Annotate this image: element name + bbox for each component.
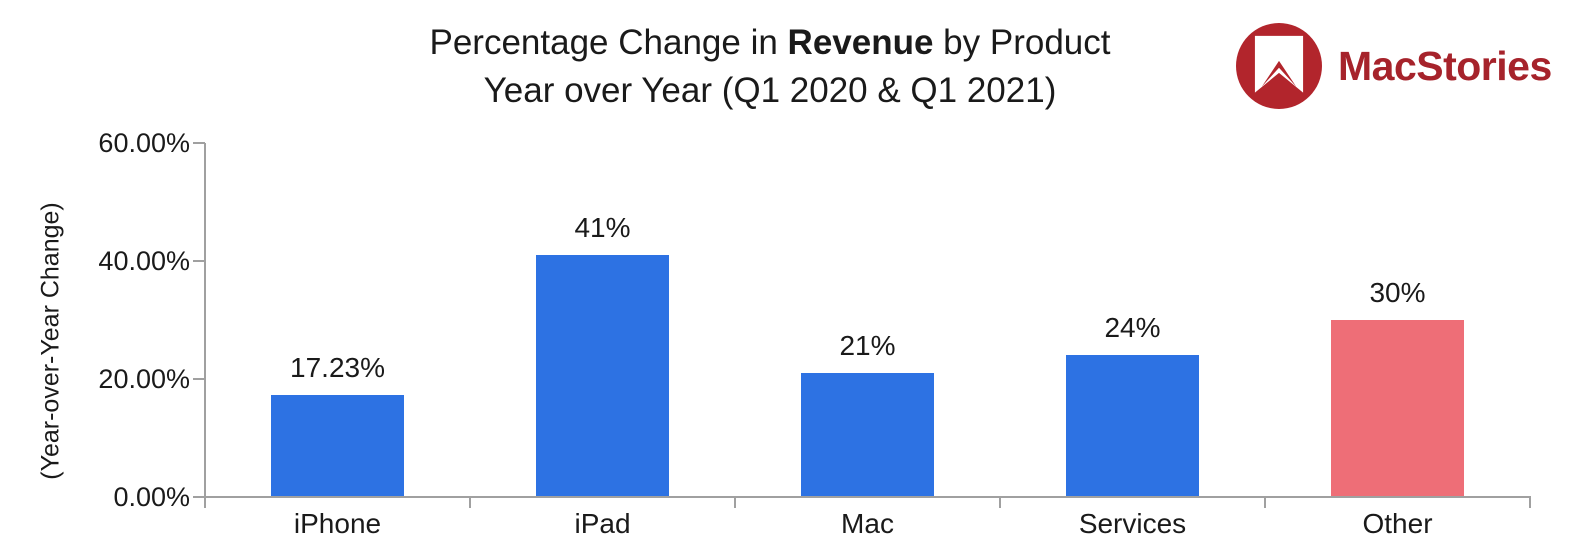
- bar-other: [1331, 320, 1464, 496]
- y-tick-label: 20.00%: [98, 364, 190, 394]
- bookmark-icon: [1236, 23, 1322, 109]
- chart-title-line1: Percentage Change in Revenue by Product: [429, 23, 1111, 62]
- x-category-label: iPad: [574, 508, 631, 539]
- bar-value-label: 21%: [839, 330, 896, 362]
- x-category-label: iPhone: [293, 508, 382, 539]
- chart-title-line2: Year over Year (Q1 2020 & Q1 2021): [483, 71, 1057, 110]
- y-tick-label: 60.00%: [98, 128, 190, 158]
- bar-ipad: [536, 255, 669, 496]
- bar-value-label: 24%: [1104, 312, 1161, 344]
- x-tick-mark: [734, 497, 736, 508]
- y-tick-mark: [193, 496, 205, 498]
- y-axis-line: [204, 143, 206, 508]
- x-category-label: Services: [1078, 508, 1187, 539]
- x-tick-mark: [469, 497, 471, 508]
- bar-value-label: 41%: [574, 212, 631, 244]
- y-axis-title: (Year-over-Year Change): [36, 202, 65, 480]
- macstories-logo: MacStories: [1236, 23, 1552, 109]
- x-tick-mark: [1529, 497, 1531, 508]
- y-tick-mark: [193, 260, 205, 262]
- chart-title: Percentage Change in Revenue by Product …: [170, 19, 1370, 115]
- y-tick-label: 0.00%: [113, 482, 190, 512]
- bar-mac: [801, 373, 934, 496]
- bar-value-label: 17.23%: [290, 352, 385, 384]
- x-axis-line: [204, 496, 1531, 498]
- y-tick-label: 40.00%: [98, 246, 190, 276]
- y-tick-mark: [193, 142, 205, 144]
- chart-title-bold-word: Revenue: [787, 23, 934, 62]
- x-category-label: Mac: [841, 508, 894, 539]
- macstories-wordmark: MacStories: [1338, 42, 1552, 89]
- x-tick-mark: [999, 497, 1001, 508]
- bar-iphone: [271, 395, 404, 496]
- y-tick-mark: [193, 378, 205, 380]
- x-category-label: Other: [1362, 508, 1433, 539]
- bar-services: [1066, 355, 1199, 496]
- bar-value-label: 30%: [1369, 277, 1426, 308]
- x-tick-mark: [1264, 497, 1266, 508]
